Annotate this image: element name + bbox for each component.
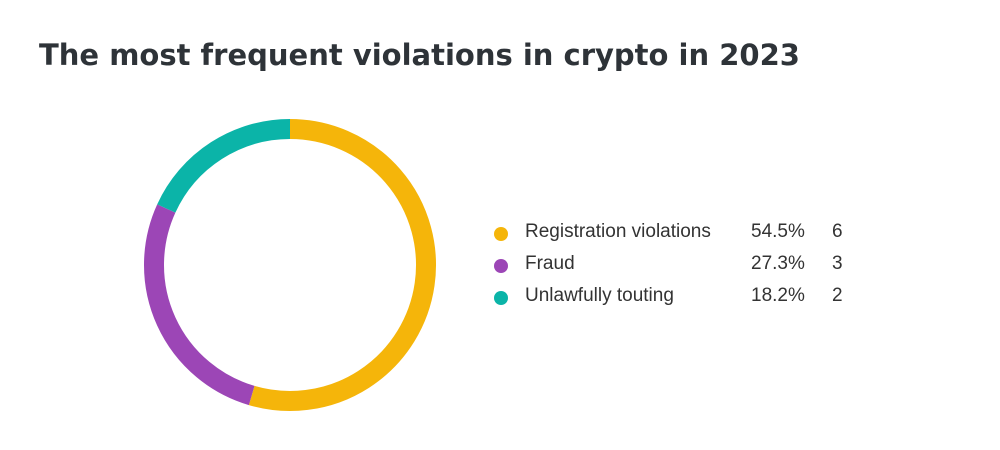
chart-title: The most frequent violations in crypto i… <box>39 38 800 72</box>
donut-slice-registration-violations[interactable] <box>248 119 436 411</box>
legend-percent: 27.3% <box>751 253 805 274</box>
legend-label: Fraud <box>525 253 575 274</box>
legend-marker-fraud <box>494 259 508 273</box>
legend: Registration violations 54.5% 6 Fraud 27… <box>492 221 872 317</box>
legend-label: Unlawfully touting <box>525 285 674 306</box>
donut-slice-unlawfully-touting[interactable] <box>157 119 291 213</box>
legend-count: 2 <box>832 285 843 306</box>
legend-item-fraud[interactable]: Fraud 27.3% 3 <box>492 253 872 285</box>
legend-item-unlawfully-touting[interactable]: Unlawfully touting 18.2% 2 <box>492 285 872 317</box>
legend-item-registration-violations[interactable]: Registration violations 54.5% 6 <box>492 221 872 253</box>
legend-count: 3 <box>832 253 843 274</box>
legend-percent: 18.2% <box>751 285 805 306</box>
legend-marker-unlawfully-touting <box>494 291 508 305</box>
legend-label: Registration violations <box>525 221 711 242</box>
legend-count: 6 <box>832 221 843 242</box>
legend-percent: 54.5% <box>751 221 805 242</box>
donut-slice-fraud[interactable] <box>144 204 255 406</box>
legend-marker-registration-violations <box>494 227 508 241</box>
